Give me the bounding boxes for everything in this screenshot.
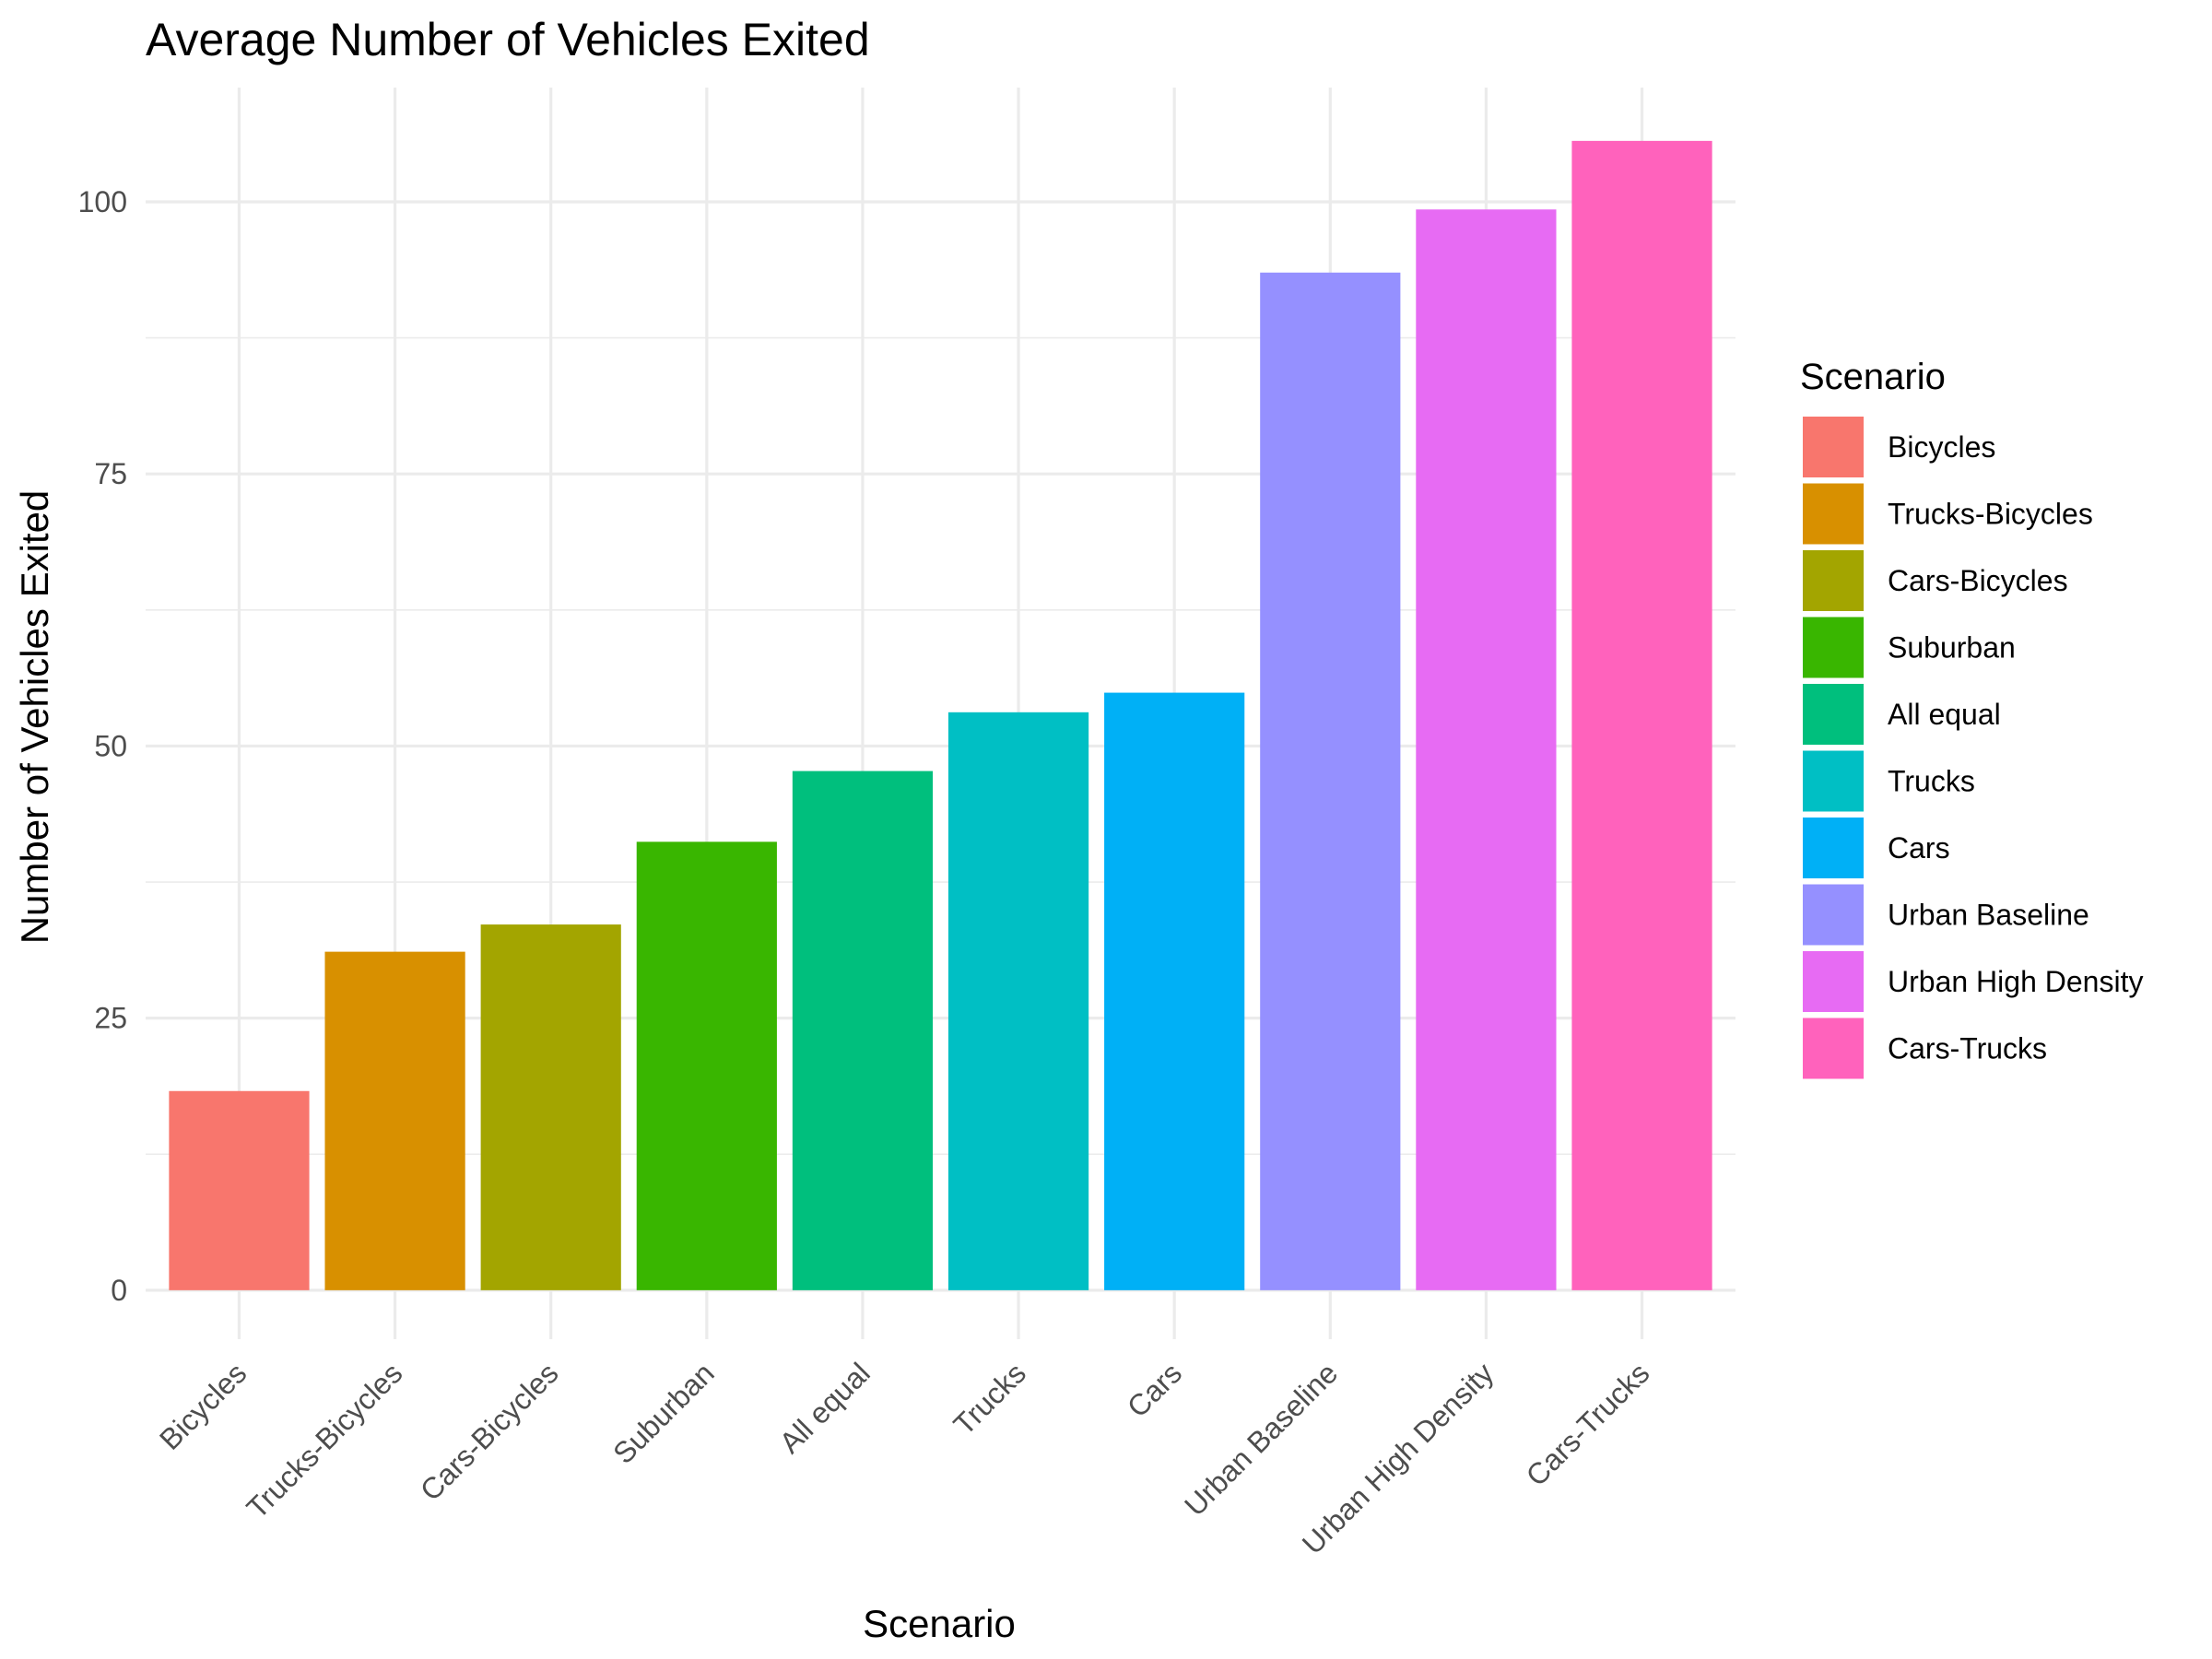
legend-label: Bicycles [1888,430,1995,464]
legend-key-trucks-bicycles [1803,483,1864,545]
x-tick-label: Cars-Trucks [1520,1356,1656,1492]
legend-label: Urban Baseline [1888,899,2089,932]
bar-trucks [947,712,1089,1290]
y-tick-label: 50 [94,729,127,762]
bars [169,140,1712,1290]
legend-label: Trucks [1888,765,1975,798]
x-tick-label: Bicycles [153,1356,253,1455]
legend-label: All equal [1888,698,2001,731]
chart-title: Average Number of Vehicles Exited [146,14,870,65]
legend-key-cars-bicycles [1803,550,1864,611]
legend-key-urban-high-density [1803,951,1864,1012]
y-tick-label: 100 [78,185,127,218]
x-tick-label: Urban Baseline [1178,1356,1344,1522]
bar-suburban [636,841,777,1290]
x-tick-label: Trucks-Bicycles [241,1356,409,1524]
legend-label: Cars [1888,831,1950,865]
legend-items: Bicycles Trucks-Bicycles Cars-Bicycles Subu… [1803,417,2143,1079]
legend-key-trucks [1803,750,1864,812]
legend-label: Suburban [1888,631,2016,665]
legend-label: Trucks-Bicycles [1888,498,2093,531]
legend-key-cars [1803,818,1864,878]
x-tick-label: Trucks [947,1356,1032,1441]
y-tick-label: 25 [94,1002,127,1035]
bar-cars-bicycles [480,924,621,1290]
y-tick-label: 0 [111,1274,127,1307]
x-tick-label: Cars-Bicycles [414,1356,565,1507]
x-axis-title: Scenario [863,1602,1016,1645]
bar-urban-high-density [1416,209,1557,1290]
legend-label: Cars-Bicycles [1888,564,2068,597]
y-axis-ticks: 0 25 50 75 100 [78,185,127,1307]
bar-bicycles [169,1090,310,1290]
legend-label: Cars-Trucks [1888,1032,2047,1065]
x-tick-label: Cars [1121,1356,1188,1423]
bar-cars [1104,692,1245,1290]
x-tick-label: Suburban [606,1356,721,1470]
legend: Scenario Bicycles Trucks-Bicycles Cars-Bic… [1800,357,2143,1079]
legend-key-urban-baseline [1803,884,1864,946]
legend-key-suburban [1803,617,1864,678]
y-axis-title: Number of Vehicles Exited [13,490,56,945]
legend-key-bicycles [1803,417,1864,477]
y-tick-label: 75 [94,457,127,490]
x-tick-label: All equal [773,1356,877,1459]
bar-urban-baseline [1260,272,1401,1290]
legend-key-all-equal [1803,684,1864,745]
bar-trucks-bicycles [324,951,465,1290]
bar-all-equal [792,771,934,1290]
bar-cars-trucks [1571,140,1712,1290]
legend-key-cars-trucks [1803,1018,1864,1079]
legend-label: Urban High Density [1888,965,2143,998]
legend-title: Scenario [1800,357,1946,397]
